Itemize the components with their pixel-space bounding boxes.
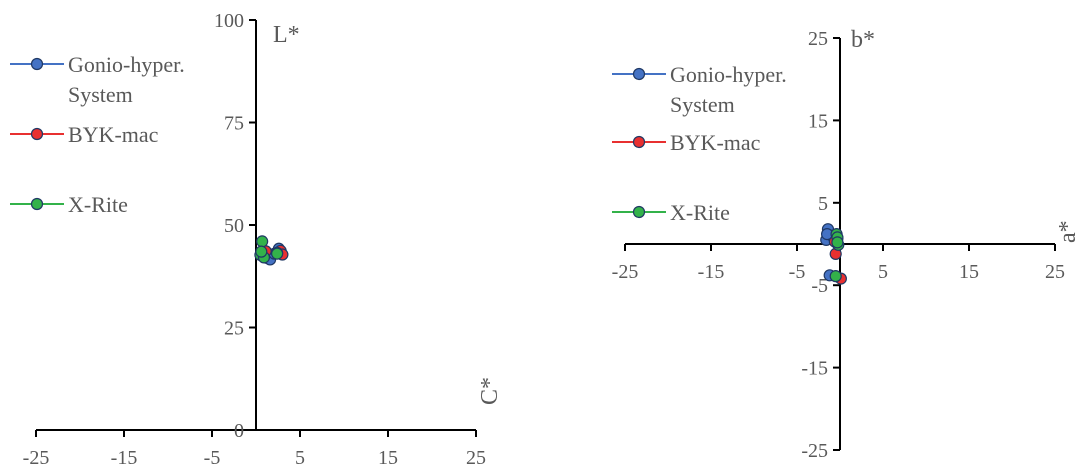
x-axis-label: a*	[1055, 220, 1081, 243]
y-tick-label: 0	[234, 420, 244, 442]
l-star-ticks: 0 25 50 75 100	[214, 10, 256, 442]
y-tick-label: 5	[818, 193, 828, 215]
x-tick-label: -25	[23, 447, 50, 469]
data-points	[820, 223, 847, 285]
legend-marker	[632, 135, 646, 149]
y-tick-label: 25	[808, 28, 828, 50]
data-point	[831, 236, 844, 249]
legend-marker	[30, 127, 44, 141]
legend-marker	[632, 67, 646, 81]
legend-label: X-Rite	[670, 200, 730, 225]
data-point	[829, 270, 842, 283]
y-tick-label: 100	[214, 10, 244, 32]
c-star-ticks: -25 -15 -5 5 15 25	[23, 430, 486, 469]
y-axis-label: L*	[273, 22, 300, 48]
lightness-chroma-chart: -25 -15 -5 5 15 25 0 25 50 75 100 C* L* Gonio-hyp…	[10, 10, 503, 469]
legend: Gonio-hyper. System BYK-mac X-Rite	[10, 52, 185, 217]
x-tick-label: 5	[878, 261, 888, 283]
x-tick-label: 15	[959, 261, 979, 283]
x-axis-label: C*	[477, 377, 503, 405]
legend-marker	[30, 57, 44, 71]
x-tick-label: -25	[612, 261, 639, 283]
y-tick-label: -25	[801, 440, 828, 462]
y-axis-label: b*	[851, 27, 875, 53]
legend-marker	[632, 205, 646, 219]
x-tick-label: 5	[295, 447, 305, 469]
x-tick-label: -15	[111, 447, 138, 469]
legend-label: Gonio-hyper. System	[670, 62, 787, 117]
x-tick-label: -5	[204, 447, 221, 469]
legend-label: Gonio-hyper. System	[68, 52, 185, 107]
y-tick-label: 50	[224, 215, 244, 237]
legend-label: X-Rite	[68, 192, 128, 217]
y-tick-label: -5	[811, 275, 828, 297]
data-point	[255, 245, 268, 258]
y-tick-label: 75	[224, 113, 244, 135]
data-point	[271, 247, 284, 260]
x-tick-label: 25	[466, 447, 486, 469]
legend: Gonio-hyper. System BYK-mac X-Rite	[612, 62, 787, 225]
y-tick-label: 25	[224, 318, 244, 340]
y-tick-label: -15	[801, 358, 828, 380]
x-tick-label: 15	[378, 447, 398, 469]
a-b-chart: -25 -15 -5 5 15 25 -25 -15 -5 5 15 25 a* b* Gonio-…	[612, 27, 1081, 462]
x-tick-label: 25	[1045, 261, 1065, 283]
a-star-ticks: -25 -15 -5 5 15 25	[612, 244, 1065, 283]
legend-marker	[30, 197, 44, 211]
x-tick-label: -15	[698, 261, 725, 283]
data-points	[254, 235, 289, 266]
legend-label: BYK-mac	[670, 130, 761, 155]
x-tick-label: -5	[789, 261, 806, 283]
data-point	[256, 235, 269, 248]
b-star-ticks: -25 -15 -5 5 15 25	[801, 28, 840, 462]
y-tick-label: 15	[808, 110, 828, 132]
legend-label: BYK-mac	[68, 122, 159, 147]
